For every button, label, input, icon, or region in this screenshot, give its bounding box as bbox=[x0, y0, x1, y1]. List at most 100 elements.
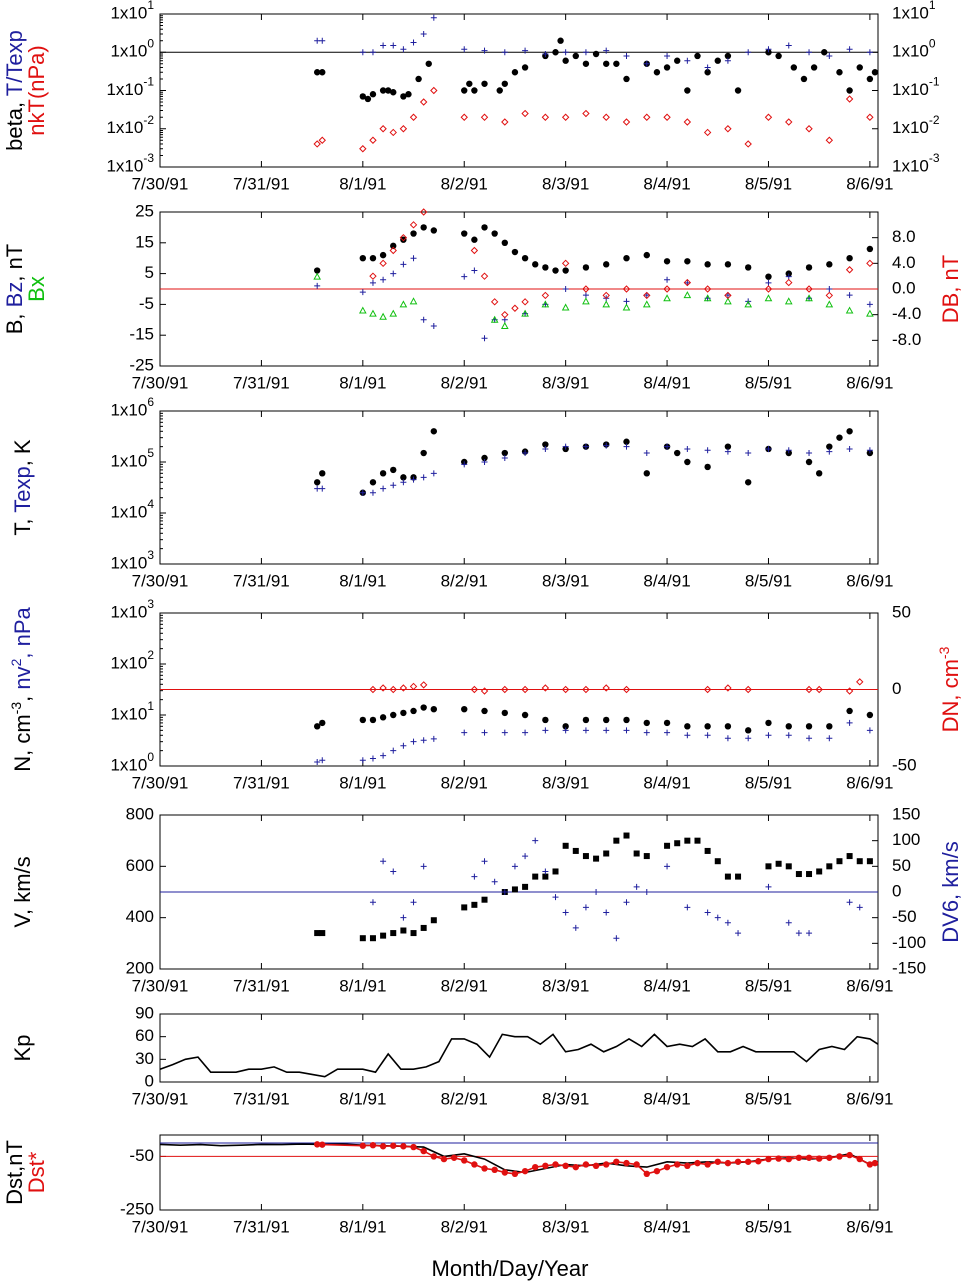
beta-y-axis-title-line2: nkT(nPa) bbox=[24, 45, 49, 135]
beta-series-0-point bbox=[521, 64, 529, 71]
dst-series-1-point bbox=[532, 1163, 539, 1171]
beta-series-0-point bbox=[846, 87, 853, 94]
temperature-series-1-point bbox=[745, 450, 752, 457]
density-series-2-point bbox=[856, 678, 864, 686]
velocity-series-0-point bbox=[603, 850, 610, 857]
velocity-series-0-point bbox=[674, 840, 681, 847]
x-tick-label: 8/3/91 bbox=[542, 571, 589, 590]
temperature-series-0-point bbox=[501, 449, 509, 457]
density-series-0-point bbox=[410, 707, 417, 715]
dst-series-1-point bbox=[684, 1162, 691, 1170]
bfield-series-3-point bbox=[785, 278, 793, 287]
y2-tick-label: 1x10-2 bbox=[892, 113, 940, 137]
temperature-series-0-point bbox=[430, 428, 438, 435]
velocity-series-1-point bbox=[572, 924, 579, 931]
y2-tick-label: 50 bbox=[892, 856, 911, 875]
density-series-1-point bbox=[314, 758, 321, 765]
temperature-series-1-point bbox=[765, 445, 772, 452]
dst-series-1-point bbox=[562, 1162, 569, 1170]
beta-series-0-point bbox=[810, 64, 818, 71]
y-tick-label: 600 bbox=[126, 856, 154, 875]
temperature-series-0-point bbox=[643, 470, 650, 477]
bfield-series-2-point bbox=[642, 300, 651, 308]
beta-series-1-point bbox=[319, 37, 326, 44]
bfield-series-1-point bbox=[826, 286, 833, 292]
bfield-series-2-point bbox=[409, 297, 418, 305]
bfield-series-3-point bbox=[490, 298, 499, 306]
density-series-0-point bbox=[623, 716, 630, 724]
bfield-series-2-point bbox=[744, 300, 753, 308]
bfield-series-3-point bbox=[379, 259, 387, 268]
dst-series-1-point bbox=[582, 1161, 590, 1168]
density-series-1-point bbox=[623, 727, 630, 734]
x-tick-label: 8/4/91 bbox=[643, 773, 690, 792]
bfield-series-0-point bbox=[643, 251, 650, 259]
bfield-series-2-point bbox=[703, 294, 712, 302]
bfield-series-3-point bbox=[805, 285, 813, 293]
density-series-2-point bbox=[744, 685, 752, 694]
x-tick-label: 8/4/91 bbox=[643, 373, 690, 392]
bfield-series-1-point bbox=[410, 255, 417, 262]
velocity-series-1-point bbox=[684, 904, 691, 911]
bfield-series-2-point bbox=[784, 297, 793, 305]
temperature-series-0-point bbox=[369, 479, 377, 486]
x-tick-label: 7/30/91 bbox=[132, 1089, 189, 1108]
bfield-series-2-point bbox=[358, 306, 367, 314]
bfield-series-1-point bbox=[785, 273, 792, 280]
bfield-series-3-point bbox=[470, 246, 479, 255]
beta-series-0-point bbox=[501, 80, 509, 87]
beta-series-1-point bbox=[704, 64, 711, 71]
density-series-0-point bbox=[430, 705, 438, 713]
x-tick-label: 8/1/91 bbox=[339, 1089, 386, 1108]
y-tick-label: -50 bbox=[129, 1146, 154, 1165]
dst-series-1-point bbox=[450, 1154, 458, 1161]
y2-tick-label: 1x10-1 bbox=[892, 75, 940, 99]
y-tick-label: 1x102 bbox=[110, 648, 154, 672]
velocity-series-1-point bbox=[846, 899, 853, 906]
density-y-axis-title: N, cm-3​, nv2​, nPa bbox=[8, 606, 35, 771]
x-axis-title: Month/Day/Year bbox=[432, 1256, 589, 1281]
velocity-series-0-point bbox=[623, 832, 630, 839]
beta-series-1-point bbox=[623, 52, 630, 59]
velocity-series-0-point bbox=[816, 868, 823, 875]
beta-series-0-point bbox=[684, 87, 691, 94]
velocity-series-0-point bbox=[714, 858, 721, 865]
y-tick-label: 200 bbox=[126, 958, 154, 977]
beta-series-1-point bbox=[390, 42, 397, 49]
velocity-series-1-point bbox=[562, 909, 569, 916]
beta-series-2-point bbox=[703, 128, 712, 137]
velocity-series-0-point bbox=[694, 837, 701, 844]
y2-tick-label: 0.0 bbox=[892, 278, 916, 297]
beta-series-0-point bbox=[496, 87, 503, 94]
dst-series-1-point bbox=[410, 1143, 417, 1151]
beta-series-0-point bbox=[866, 75, 874, 83]
y2-tick-label: -100 bbox=[892, 933, 926, 952]
temperature-series-1-point bbox=[314, 485, 321, 492]
beta-series-1-point bbox=[806, 49, 813, 56]
beta-series-0-point bbox=[552, 49, 559, 56]
dst-series-1-point bbox=[694, 1159, 701, 1167]
bfield-series-0-point bbox=[552, 267, 559, 274]
density-series-2-point bbox=[622, 685, 631, 694]
density-series-1-point bbox=[481, 729, 488, 736]
beta-series-1-point bbox=[522, 47, 529, 54]
density-series-1-point bbox=[826, 735, 833, 742]
y-tick-label: 25 bbox=[135, 201, 154, 220]
bfield-series-2-point bbox=[845, 306, 854, 314]
temperature-series-0-point bbox=[623, 438, 630, 445]
bfield-series-2-point bbox=[866, 309, 874, 317]
beta-series-0-point bbox=[582, 60, 590, 67]
density-series-1-point bbox=[765, 732, 772, 739]
panel-beta: 7/30/91 7/31/91 8/1/91 8/2/91 8/3/91 8/4/91 8/… bbox=[2, 0, 940, 193]
panel-dst: 7/30/91 7/31/91 8/1/91 8/2/91 8/3/91 8/4/91 8/… bbox=[2, 1134, 894, 1236]
bfield-series-0-point bbox=[379, 251, 387, 259]
bfield-series-1-point bbox=[380, 276, 387, 283]
density-series-1-point bbox=[461, 729, 468, 736]
x-tick-label: 7/30/91 bbox=[132, 571, 189, 590]
density-series-2-point bbox=[724, 684, 732, 692]
velocity-series-1-point bbox=[369, 899, 376, 906]
bfield-series-1-point bbox=[623, 298, 630, 305]
velocity-series-0-point bbox=[846, 853, 853, 860]
velocity-series-0-point bbox=[704, 847, 711, 854]
beta-series-1-point bbox=[562, 49, 569, 56]
